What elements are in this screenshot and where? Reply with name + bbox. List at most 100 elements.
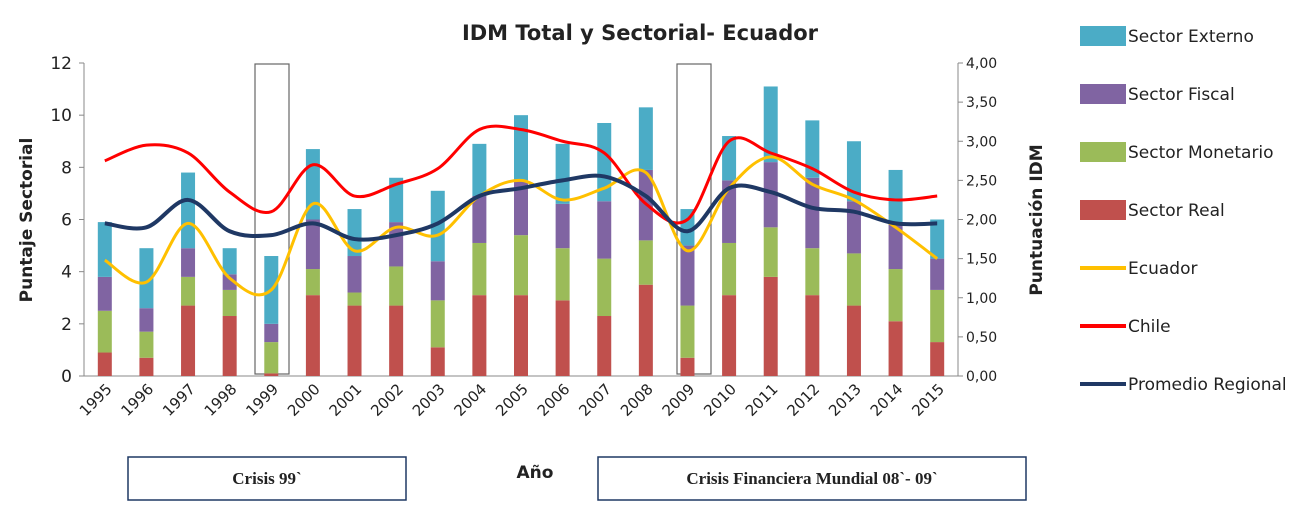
bar-segment	[222, 274, 237, 290]
bar-segment	[763, 227, 778, 277]
bar-segment	[597, 122, 612, 202]
x-tick-label: 2011	[742, 380, 782, 420]
y2-axis-title: Puntuación IDM	[1027, 144, 1047, 295]
y2-tick-label: 3,00	[966, 134, 997, 150]
bar-segment	[514, 295, 528, 376]
y2-tick-label: 3,50	[966, 95, 997, 111]
x-tick-label: 2005	[492, 380, 532, 420]
bar-segment	[139, 357, 154, 376]
bar-segment	[846, 253, 861, 306]
bar-segment	[305, 295, 320, 376]
legend-label: Sector Externo	[1128, 27, 1254, 47]
bar-segment	[888, 269, 903, 322]
x-tick-label: 1999	[242, 380, 282, 420]
bar-segment	[472, 242, 487, 296]
legend-label: Sector Fiscal	[1128, 85, 1235, 105]
bar-segment	[97, 276, 112, 311]
bar-segment	[264, 342, 279, 374]
x-tick-label: 2009	[659, 380, 699, 420]
bar-segment	[97, 222, 112, 277]
annotation: Crisis 99`	[232, 469, 301, 488]
x-tick-label: 2004	[450, 380, 490, 420]
bar-segment	[430, 347, 445, 376]
bar-segment	[347, 209, 362, 257]
y-tick-label: 8	[61, 158, 72, 178]
bar-segment	[181, 305, 196, 376]
bar-segment	[430, 190, 445, 262]
x-tick-label: 1997	[159, 380, 199, 420]
annotation-box	[127, 456, 407, 501]
x-tick-label: 2014	[867, 380, 907, 420]
bar-segment	[597, 258, 612, 317]
bar-segment	[389, 177, 404, 223]
legend-swatch	[1080, 142, 1126, 162]
bar-segment	[846, 305, 861, 376]
x-tick-label: 1998	[201, 380, 241, 420]
bar-segment	[930, 289, 945, 343]
x-tick-label: 1995	[76, 380, 116, 420]
x-tick-label: 2002	[367, 380, 407, 420]
x-tick-label: 2007	[575, 380, 615, 420]
bar-segment	[555, 143, 570, 204]
bar-segment	[805, 295, 820, 376]
bar-segment	[722, 180, 737, 243]
bar-segment	[139, 331, 154, 358]
x-tick-label: 2012	[783, 380, 823, 420]
chart-title: IDM Total y Sectorial- Ecuador	[462, 21, 819, 45]
legend-swatch	[1080, 84, 1126, 104]
x-tick-label: 2006	[534, 380, 574, 420]
legend-swatch	[1080, 26, 1126, 46]
bar-segment	[763, 276, 778, 376]
bar-segment	[181, 276, 196, 306]
y-tick-label: 2	[61, 315, 72, 335]
bar-segment	[930, 342, 945, 376]
bar-segment	[763, 86, 778, 163]
y-tick-label: 12	[50, 54, 72, 74]
bar-segment	[347, 305, 362, 376]
x-tick-label: 1996	[118, 380, 158, 420]
legend-label: Chile	[1128, 317, 1171, 337]
bar-segment	[514, 115, 528, 181]
bar-segment	[97, 310, 112, 353]
bar-segment	[347, 256, 362, 293]
bar-segment	[597, 316, 612, 376]
x-tick-label: 2013	[825, 380, 865, 420]
bar-segment	[472, 143, 487, 197]
bar-segment	[888, 169, 903, 223]
bar-segment	[472, 295, 487, 376]
bar-segment	[97, 352, 112, 376]
bar-segment	[555, 300, 570, 376]
bar-segment	[555, 203, 570, 249]
x-axis-title: Año	[517, 463, 554, 483]
bar-segment	[181, 172, 196, 249]
x-tick-label: 2001	[326, 380, 366, 420]
bar-segment	[305, 219, 320, 270]
legend-label: Sector Real	[1128, 201, 1225, 221]
legend-label: Ecuador	[1128, 259, 1197, 279]
x-tick-label: 2008	[617, 380, 657, 420]
bar-segment	[347, 292, 362, 306]
bar-segment	[597, 201, 612, 259]
bar-segment	[264, 373, 279, 376]
bar-segment	[389, 305, 404, 376]
bar-segment	[472, 196, 487, 243]
annotation-box	[597, 456, 1027, 501]
bar-segment	[805, 248, 820, 296]
bar-segment	[680, 357, 695, 376]
bar-segment	[638, 284, 653, 376]
bar-segment	[805, 177, 820, 249]
bar-segment	[846, 141, 861, 202]
bar-segment	[930, 219, 945, 259]
bar-segment	[514, 235, 528, 296]
y2-tick-label: 0,50	[966, 330, 997, 346]
bar-segment	[680, 245, 695, 306]
y2-tick-label: 0,00	[966, 369, 997, 385]
bar-segment	[888, 321, 903, 376]
bar-segment	[805, 120, 820, 178]
bar-segment	[181, 248, 196, 277]
bar-segment	[930, 258, 945, 290]
y2-tick-label: 1,00	[966, 291, 997, 307]
bar-segment	[638, 107, 653, 170]
x-tick-label: 2010	[700, 380, 740, 420]
